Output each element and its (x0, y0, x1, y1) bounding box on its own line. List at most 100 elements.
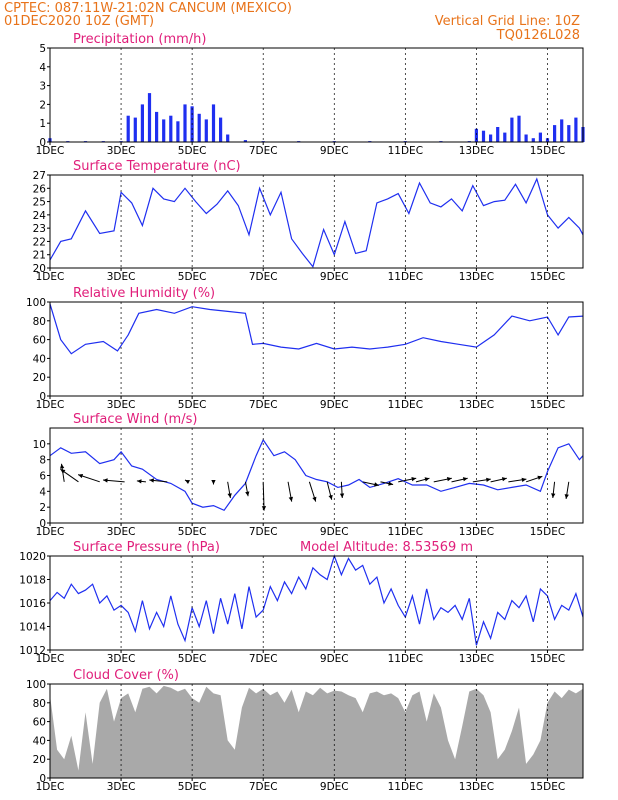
humidity-title: Relative Humidity (%) (73, 286, 215, 301)
wind-x-tick-label: 5DEC (178, 526, 207, 538)
humidity-x-tick-label: 3DEC (107, 399, 136, 411)
cloud-title: Cloud Cover (%) (73, 668, 179, 683)
wind-frame (49, 427, 584, 524)
pressure-x-tick-label: 3DEC (107, 653, 136, 665)
wind-arrowhead (446, 477, 452, 482)
temp-x-tick-label: 1DEC (36, 271, 65, 283)
temp-x-tick-label: 13DEC (459, 271, 494, 283)
pressure-y-tick-label: 1012 (19, 645, 46, 657)
cloud-x-tick-label: 7DEC (249, 781, 278, 793)
cloud-y-tick-label: 0 (39, 773, 46, 785)
wind-arrowhead (211, 480, 216, 485)
wind-arrowhead (521, 477, 527, 482)
wind-arrowhead (328, 494, 333, 500)
wind-arrowhead (537, 475, 543, 480)
wind-arrowhead (424, 477, 430, 482)
precip-bar (538, 132, 542, 142)
precip-y-tick-label: 2 (39, 99, 46, 111)
precip-bar (489, 134, 493, 142)
wind-x-tick-label: 1DEC (36, 526, 65, 538)
pressure-y-tick-label: 1014 (19, 622, 46, 634)
pressure-x-tick-label: 7DEC (249, 653, 278, 665)
pressure-x-tick-label: 11DEC (388, 653, 423, 665)
wind-x-tick-label: 3DEC (107, 526, 136, 538)
wind-arrowhead (388, 481, 394, 486)
run-date: 01DEC2020 10Z (GMT) (4, 14, 154, 29)
temp-x-tick-label: 5DEC (178, 271, 207, 283)
precip-bar (169, 115, 173, 142)
precip-bar (496, 127, 500, 142)
pressure-title: Surface Pressure (hPa) (73, 540, 220, 555)
temp-x-tick-label: 3DEC (107, 271, 136, 283)
precip-y-tick-label: 0 (39, 137, 46, 149)
temp-x-tick-label: 11DEC (388, 271, 423, 283)
precip-bar (553, 125, 557, 142)
station-header: CPTEC: 087:11W-21:02N CANCUM (MEXICO) (4, 1, 292, 16)
temp-line (49, 177, 584, 268)
product-code: TQ0126L028 (496, 28, 580, 43)
humidity-x-tick-label: 5DEC (178, 399, 207, 411)
precip-bar (510, 117, 514, 142)
cloud-x-tick-label: 15DEC (530, 781, 565, 793)
precip-y-tick-label: 3 (39, 81, 46, 93)
precip-x-tick-label: 7DEC (249, 145, 278, 157)
wind-x-tick-label: 7DEC (249, 526, 278, 538)
temp-y-tick-label: 20 (33, 263, 46, 275)
humidity-y-tick-label: 20 (33, 372, 46, 384)
precip-x-tick-label: 11DEC (388, 145, 423, 157)
humidity-x-tick-label: 15DEC (530, 399, 565, 411)
precip-bar (155, 111, 159, 142)
precip-bar (474, 128, 478, 142)
humidity-frame (49, 301, 584, 397)
pressure-y-tick-label: 1016 (19, 598, 46, 610)
wind-x-tick-label: 13DEC (459, 526, 494, 538)
pressure-panel: 1012 1014 1016 1018 1020 1DEC 3DEC 5DEC 7DEC 9DEC… (19, 540, 584, 665)
humidity-y-tick-label: 100 (26, 297, 46, 309)
precip-bar (219, 117, 223, 142)
pressure-annotation: Model Altitude: 8.53569 m (300, 540, 473, 555)
wind-arrowhead (564, 494, 569, 499)
precipitation-panel: 0 1 2 3 4 5 1DEC 3DEC 5DEC 7DEC 9DEC 11DEC 13DEC 15DE… (36, 32, 585, 157)
grid-note: Vertical Grid Line: 10Z (435, 14, 580, 29)
wind-arrowhead (60, 469, 66, 474)
wind-y-tick-label: 10 (33, 439, 46, 451)
temp-x-tick-label: 7DEC (249, 271, 278, 283)
wind-y-tick-label: 6 (39, 471, 46, 483)
temp-y-tick-label: 22 (33, 236, 46, 248)
humidity-x-tick-label: 9DEC (320, 399, 349, 411)
temp-y-tick-label: 23 (33, 223, 46, 235)
precip-x-tick-label: 15DEC (530, 145, 565, 157)
humidity-x-tick-label: 1DEC (36, 399, 65, 411)
precip-bar (567, 125, 571, 142)
wind-arrowhead (227, 493, 232, 498)
precip-bar (162, 119, 166, 142)
cloud-y-tick-label: 60 (33, 717, 46, 729)
wind-title: Surface Wind (m/s) (73, 412, 197, 427)
wind-x-tick-label: 15DEC (530, 526, 565, 538)
temp-x-tick-label: 15DEC (530, 271, 565, 283)
pressure-line (49, 554, 584, 646)
precip-x-tick-label: 1DEC (36, 145, 65, 157)
precip-bar (517, 115, 521, 142)
wind-y-tick-label: 4 (39, 486, 46, 498)
precip-y-tick-label: 4 (39, 62, 46, 74)
precip-frame (49, 47, 584, 143)
pressure-x-tick-label: 1DEC (36, 653, 65, 665)
cloud-x-tick-label: 9DEC (320, 781, 349, 793)
pressure-x-tick-label: 9DEC (320, 653, 349, 665)
precip-bar (503, 132, 507, 142)
humidity-x-tick-label: 7DEC (249, 399, 278, 411)
precip-bar (204, 119, 208, 142)
pressure-y-tick-label: 1018 (19, 575, 46, 587)
wind-arrowhead (245, 491, 250, 497)
wind-y-tick-label: 0 (39, 518, 46, 530)
humidity-y-tick-label: 60 (33, 335, 46, 347)
temp-y-tick-label: 21 (33, 250, 46, 262)
precip-bar (140, 104, 144, 142)
precip-bar (545, 138, 550, 142)
wind-arrowhead (261, 506, 267, 511)
wind-arrowhead (78, 474, 84, 479)
wind-arrowhead (149, 478, 154, 483)
wind-arrowhead (103, 478, 108, 483)
cloud-y-tick-label: 20 (33, 754, 46, 766)
